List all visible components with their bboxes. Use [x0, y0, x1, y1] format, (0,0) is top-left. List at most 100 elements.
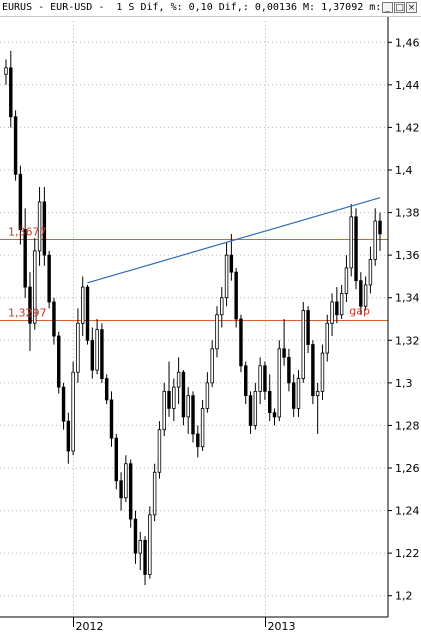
candle-body — [95, 329, 99, 371]
candle-body — [229, 254, 234, 273]
candle-body — [148, 514, 152, 575]
candle-body — [172, 386, 176, 409]
y-tick-label: 1,36 — [395, 249, 420, 262]
candle-body — [253, 390, 258, 426]
candle-body — [320, 352, 325, 392]
candle-body — [224, 254, 229, 299]
candle-body — [114, 437, 119, 482]
candle-body — [282, 348, 286, 358]
candle-body — [330, 301, 334, 324]
candle-body — [57, 335, 61, 388]
candle-body — [13, 116, 18, 175]
grid-layer — [0, 21, 388, 617]
candle-body — [71, 371, 75, 452]
candle-body — [244, 365, 248, 397]
window-title: EURUS - EUR-USD - 1 S Dif, %: 0,10 Dif,:… — [2, 2, 382, 13]
candle-body — [315, 390, 320, 397]
y-tick-label: 1,24 — [395, 505, 420, 518]
trendline — [87, 197, 381, 284]
candle-body — [272, 412, 277, 418]
chart-background — [0, 17, 421, 633]
candle-body — [287, 356, 291, 384]
candle-body — [162, 390, 166, 431]
y-tick-label: 1,26 — [395, 462, 420, 475]
candle-body — [181, 371, 186, 418]
annotations-layer: 1,3677 1,3297 gap — [8, 226, 370, 320]
candle-body — [138, 539, 142, 554]
candle-body — [306, 310, 310, 345]
candle-body — [143, 539, 147, 575]
horizontal-levels — [0, 239, 388, 321]
x-tick-label: 2012 — [76, 620, 104, 633]
candle-body — [368, 258, 373, 286]
y-axis: 1,46 1,44 1,42 1,4 1,38 1,36 1,34 1,32 1,3 1,28 1,… — [387, 17, 420, 617]
candle-body — [325, 322, 329, 354]
horizontal-level-label: 1,3297 — [8, 307, 47, 320]
candle-body — [349, 216, 353, 269]
candle-body — [61, 386, 66, 422]
x-tick-label: 2013 — [268, 620, 296, 633]
candle-body — [248, 395, 253, 426]
candle-body — [301, 310, 306, 380]
candle-body — [267, 390, 272, 414]
candle-body — [210, 348, 214, 384]
candle-body — [124, 463, 128, 499]
candle-body — [191, 395, 195, 435]
candle-body — [263, 365, 267, 392]
candle-body — [378, 220, 382, 235]
candle-body — [4, 67, 8, 75]
candle-body — [363, 284, 368, 307]
candle-body — [291, 382, 296, 409]
candle-body — [100, 329, 104, 379]
minimize-icon[interactable]: _ — [382, 2, 393, 13]
trendline-layer — [87, 197, 381, 284]
candle-body — [18, 173, 23, 230]
window-titlebar: EURUS - EUR-USD - 1 S Dif, %: 0,10 Dif,:… — [0, 0, 421, 17]
horizontal-level-label: 1,3677 — [8, 226, 47, 239]
y-tick-label: 1,32 — [395, 334, 420, 347]
y-tick-label: 1,42 — [395, 121, 420, 134]
candle-body — [33, 250, 37, 324]
candle-body — [76, 322, 80, 373]
candle-body — [167, 390, 171, 409]
candle-body — [28, 286, 32, 324]
candle-body — [23, 229, 27, 288]
candle-body — [42, 201, 47, 256]
candle-body — [157, 429, 162, 473]
candle-body — [90, 339, 95, 371]
candle-body — [373, 220, 377, 260]
candles-layer — [4, 50, 382, 586]
candle-body — [220, 297, 224, 316]
candle-body — [234, 271, 238, 320]
candle-body — [85, 286, 90, 341]
candle-body — [52, 301, 56, 337]
y-tick-label: 1,28 — [395, 419, 420, 432]
x-axis: 2012 2013 — [0, 616, 388, 633]
close-icon[interactable]: × — [406, 2, 417, 13]
candle-body — [196, 433, 200, 448]
annotation-label: gap — [349, 305, 370, 318]
y-tick-label: 1,44 — [395, 79, 420, 92]
candle-body — [119, 480, 123, 499]
candle-body — [176, 371, 181, 388]
candle-body — [359, 280, 363, 307]
candle-body — [152, 471, 157, 516]
candle-body — [133, 518, 138, 554]
y-tick-label: 1,38 — [395, 207, 420, 220]
candle-body — [239, 318, 243, 367]
maximize-icon[interactable]: □ — [394, 2, 405, 13]
candle-body — [339, 293, 344, 316]
candle-body — [258, 365, 262, 392]
candle-body — [215, 314, 219, 350]
candle-body — [104, 378, 109, 401]
candle-body — [296, 378, 301, 409]
candle-body — [186, 395, 190, 418]
candle-body — [354, 216, 358, 282]
y-tick-label: 1,4 — [395, 164, 413, 177]
y-tick-label: 1,46 — [395, 36, 420, 49]
candle-body — [37, 201, 42, 252]
price-chart: 1,46 1,44 1,42 1,4 1,38 1,36 1,34 1,32 1,3 1,28 1,… — [0, 17, 421, 633]
candle-body — [128, 463, 133, 520]
y-tick-label: 1,34 — [395, 292, 420, 305]
candle-body — [47, 254, 51, 303]
